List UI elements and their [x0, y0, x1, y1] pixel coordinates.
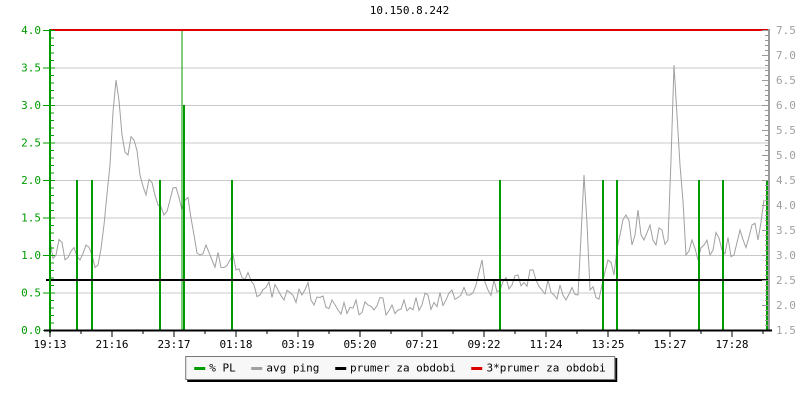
legend-label-period-average: prumer za obdobi	[349, 361, 456, 375]
legend-label-3x-period-average: 3*prumer za obdobi	[486, 361, 606, 375]
svg-text:7.5: 7.5	[776, 24, 796, 37]
legend-item-pl: % PL	[194, 361, 236, 375]
chart-title: 10.150.8.242	[369, 4, 450, 17]
svg-text:07:21: 07:21	[405, 338, 438, 351]
svg-text:3.5: 3.5	[21, 62, 41, 75]
legend-label-pl: % PL	[209, 361, 236, 375]
svg-text:5.0: 5.0	[776, 149, 796, 162]
svg-text:0.5: 0.5	[21, 287, 41, 300]
svg-text:3.5: 3.5	[776, 224, 796, 237]
svg-text:09:22: 09:22	[467, 338, 500, 351]
plot-area: 0.0 0.5 1.0 1.5 2.0 2.5 3.0 3.5 4.0 1.5 2.0 2.5 3.0 3…	[21, 24, 796, 351]
legend-item-period-average: prumer za obdobi	[334, 361, 456, 375]
legend-item-3x-period-average: 3*prumer za obdobi	[471, 361, 606, 375]
svg-text:7.0: 7.0	[776, 49, 796, 62]
reference-lines	[46, 29, 769, 281]
svg-text:13:25: 13:25	[591, 338, 624, 351]
svg-text:01:18: 01:18	[219, 338, 252, 351]
3x-period-average-line-swatch-icon	[471, 366, 483, 370]
svg-text:6.0: 6.0	[776, 99, 796, 112]
avg-ping-line-swatch-icon	[251, 366, 263, 370]
svg-text:2.0: 2.0	[21, 174, 41, 187]
grid	[50, 67, 769, 294]
svg-text:5.5: 5.5	[776, 124, 796, 137]
svg-text:2.0: 2.0	[776, 299, 796, 312]
svg-text:4.5: 4.5	[776, 174, 796, 187]
svg-text:21:16: 21:16	[95, 338, 128, 351]
x-axis: 19:13 21:16 23:17 01:18 03:19 05:20 07:21 09:22…	[33, 329, 772, 351]
svg-text:23:17: 23:17	[157, 338, 190, 351]
svg-text:4.0: 4.0	[776, 199, 796, 212]
svg-text:6.5: 6.5	[776, 74, 796, 87]
svg-text:2.5: 2.5	[21, 137, 41, 150]
svg-text:1.5: 1.5	[776, 324, 796, 337]
svg-text:1.0: 1.0	[21, 249, 41, 262]
svg-text:17:28: 17:28	[715, 338, 748, 351]
svg-text:3.0: 3.0	[21, 99, 41, 112]
period-average-line-swatch-icon	[334, 366, 346, 370]
svg-text:4.0: 4.0	[21, 24, 41, 37]
legend-item-avg-ping: avg ping	[251, 361, 319, 375]
svg-text:15:27: 15:27	[653, 338, 686, 351]
series-pl-bars	[76, 30, 768, 330]
svg-text:19:13: 19:13	[33, 338, 66, 351]
svg-text:1.5: 1.5	[21, 212, 41, 225]
svg-text:05:20: 05:20	[343, 338, 376, 351]
svg-text:0.0: 0.0	[21, 324, 41, 337]
svg-text:03:19: 03:19	[281, 338, 314, 351]
series-avg-ping	[49, 64, 765, 317]
right-axis: 1.5 2.0 2.5 3.0 3.5 4.0 4.5 5.0 5.5 6.0 6.5 7.0 7.5	[762, 24, 796, 337]
pl-line-swatch-icon	[194, 366, 206, 370]
legend-label-avg-ping: avg ping	[266, 361, 320, 375]
svg-text:3.0: 3.0	[776, 249, 796, 262]
svg-text:11:24: 11:24	[529, 338, 562, 351]
left-axis: 0.0 0.5 1.0 1.5 2.0 2.5 3.0 3.5 4.0	[21, 24, 55, 337]
legend: % PL avg ping prumer za obdobi 3*prumer …	[185, 356, 615, 380]
svg-text:2.5: 2.5	[776, 274, 796, 287]
